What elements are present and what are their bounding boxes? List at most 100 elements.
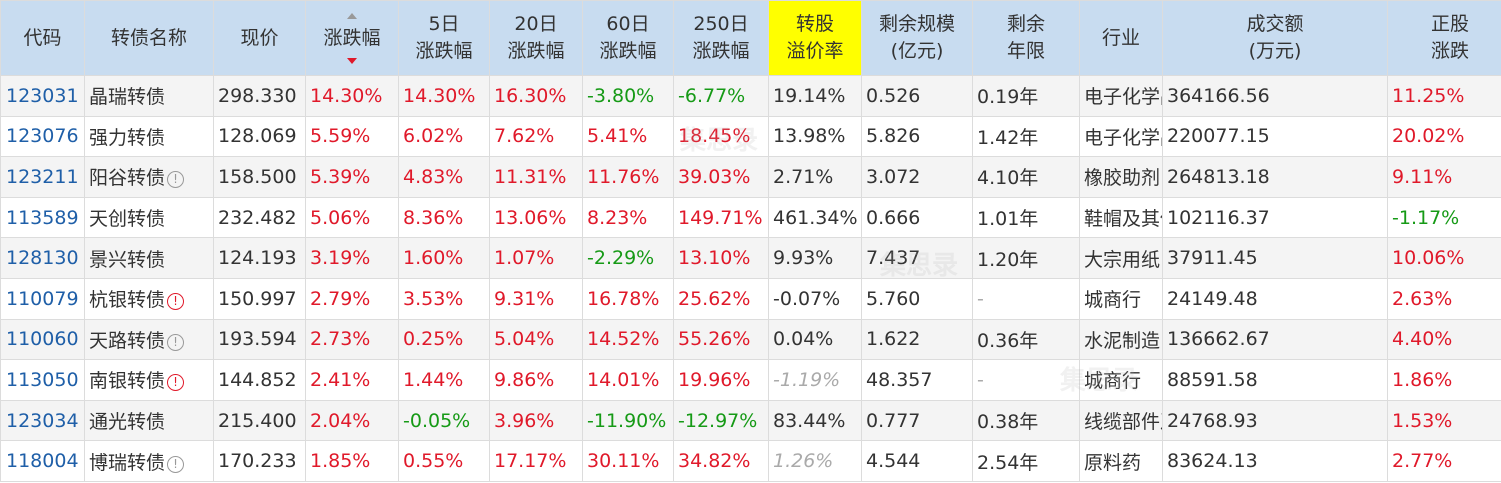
cell-price: 144.852: [213, 359, 306, 401]
table-row[interactable]: 123031 晶瑞转债 298.330 14.30% 14.30% 16.30% -3.80…: [0, 75, 1501, 117]
cell-stock: 1.86%: [1387, 359, 1501, 401]
header-row: 代码 转债名称 现价 涨跌幅 5日 涨跌幅 20日 涨跌幅 60日 涨跌幅 250日涨…: [0, 0, 1501, 76]
info-icon[interactable]: !: [167, 333, 185, 351]
cell-stock: 2.63%: [1387, 277, 1501, 320]
cell-name: 景兴转债: [84, 237, 214, 279]
col-5d[interactable]: 5日 涨跌幅: [398, 0, 490, 76]
cell-d20: 3.96%: [489, 399, 583, 442]
cell-stock: 1.53%: [1387, 399, 1501, 442]
cell-d5: 0.25%: [398, 318, 490, 361]
bond-code-link[interactable]: 113050: [6, 368, 79, 391]
col-60d[interactable]: 60日 涨跌幅: [582, 0, 674, 76]
cell-price: 128.069: [213, 115, 306, 158]
cell-change: 2.73%: [305, 318, 399, 361]
cell-price: 150.997: [213, 277, 306, 320]
bond-name: 天创转债: [89, 208, 166, 231]
bond-code-link[interactable]: 123031: [6, 84, 79, 107]
bond-name: 强力转债: [89, 126, 166, 149]
cell-d20: 9.31%: [489, 277, 583, 320]
col-scale[interactable]: 剩余规模 (亿元): [861, 0, 973, 76]
table-row[interactable]: 128130 景兴转债 124.193 3.19% 1.60% 1.07% -2.29% 13…: [0, 237, 1501, 279]
cell-premium: 2.71%: [768, 156, 862, 198]
table-row[interactable]: 113589 天创转债 232.482 5.06% 8.36% 13.06% 8.23% 14…: [0, 196, 1501, 239]
cell-scale: 1.622: [861, 318, 973, 361]
cell-price: 298.330: [213, 75, 306, 117]
cell-stock: -1.17%: [1387, 196, 1501, 239]
cell-d60: -2.29%: [582, 237, 674, 279]
table-row[interactable]: 113050 南银转债! 144.852 2.41% 1.44% 9.86% 14.01% 1…: [0, 359, 1501, 401]
cell-stock: 4.40%: [1387, 318, 1501, 361]
cell-d60: -3.80%: [582, 75, 674, 117]
bond-code-link[interactable]: 128130: [6, 247, 79, 270]
cell-code: 123076: [0, 115, 85, 158]
bond-code-link[interactable]: 113589: [6, 206, 79, 229]
cell-code: 128130: [0, 237, 85, 279]
cell-price: 232.482: [213, 196, 306, 239]
cell-d60: 16.78%: [582, 277, 674, 320]
cell-d60: 8.23%: [582, 196, 674, 239]
cell-volume: 37911.45: [1162, 237, 1388, 279]
cell-d5: 1.44%: [398, 359, 490, 401]
cell-scale: 4.544: [861, 440, 973, 482]
col-change[interactable]: 涨跌幅: [305, 0, 399, 76]
cell-d5: 4.83%: [398, 156, 490, 198]
cell-code: 110079: [0, 277, 85, 320]
info-icon[interactable]: !: [167, 171, 185, 189]
cell-name: 杭银转债!: [84, 277, 214, 320]
cell-stock: 9.11%: [1387, 156, 1501, 198]
cell-scale: 0.526: [861, 75, 973, 117]
cell-name: 强力转债: [84, 115, 214, 158]
cell-premium: -0.07%: [768, 277, 862, 320]
bond-code-link[interactable]: 118004: [6, 450, 79, 473]
cell-premium: 19.14%: [768, 75, 862, 117]
bond-name: 杭银转债: [89, 289, 166, 312]
table-row[interactable]: 110060 天路转债! 193.594 2.73% 0.25% 5.04% 14.52% 5…: [0, 318, 1501, 361]
cell-industry: 城商行: [1079, 359, 1163, 401]
cell-d20: 9.86%: [489, 359, 583, 401]
col-premium[interactable]: 转股 溢价率: [768, 0, 862, 76]
cell-name: 天路转债!: [84, 318, 214, 361]
col-code[interactable]: 代码: [0, 0, 85, 76]
bond-code-link[interactable]: 123076: [6, 125, 79, 148]
cell-stock: 2.77%: [1387, 440, 1501, 482]
cell-d250: 18.45%: [673, 115, 769, 158]
bond-code-link[interactable]: 110060: [6, 328, 79, 351]
table-row[interactable]: 123076 强力转债 128.069 5.59% 6.02% 7.62% 5.41% 18.…: [0, 115, 1501, 158]
cell-industry: 鞋帽及其他: [1079, 196, 1163, 239]
col-250d[interactable]: 250日 涨跌幅: [673, 0, 769, 76]
cell-premium: 83.44%: [768, 399, 862, 442]
cell-d250: 19.96%: [673, 359, 769, 401]
col-years[interactable]: 剩余 年限: [972, 0, 1080, 76]
cell-volume: 364166.56: [1162, 75, 1388, 117]
warning-icon[interactable]: !: [167, 374, 185, 392]
bond-code-link[interactable]: 110079: [6, 287, 79, 310]
cell-d60: 11.76%: [582, 156, 674, 198]
col-industry[interactable]: 行业: [1079, 0, 1163, 76]
table-row[interactable]: 123034 通光转债 215.400 2.04% -0.05% 3.96% -11.90%…: [0, 399, 1501, 442]
cell-years: 0.38年: [972, 399, 1080, 442]
cell-premium: 1.26%: [768, 440, 862, 482]
table-row[interactable]: 118004 博瑞转债! 170.233 1.85% 0.55% 17.17% 30.11%…: [0, 440, 1501, 482]
bond-name: 阳谷转债: [89, 167, 166, 190]
cell-price: 124.193: [213, 237, 306, 279]
cell-d250: 55.26%: [673, 318, 769, 361]
cell-industry: 大宗用纸: [1079, 237, 1163, 279]
cell-d250: -6.77%: [673, 75, 769, 117]
cell-scale: 48.357: [861, 359, 973, 401]
table-row[interactable]: 110079 杭银转债! 150.997 2.79% 3.53% 9.31% 16.78% 2…: [0, 277, 1501, 320]
bond-code-link[interactable]: 123034: [6, 409, 79, 432]
cell-d5: 1.60%: [398, 237, 490, 279]
bond-code-link[interactable]: 123211: [6, 165, 79, 188]
col-volume[interactable]: 成交额 (万元): [1162, 0, 1388, 76]
cell-d60: 30.11%: [582, 440, 674, 482]
col-20d[interactable]: 20日 涨跌幅: [489, 0, 583, 76]
info-icon[interactable]: !: [167, 455, 185, 473]
col-price[interactable]: 现价: [213, 0, 306, 76]
warning-icon[interactable]: !: [167, 293, 185, 311]
cell-volume: 136662.67: [1162, 318, 1388, 361]
col-stock-change[interactable]: 正股 涨跌: [1387, 0, 1501, 76]
table-row[interactable]: 123211 阳谷转债! 158.500 5.39% 4.83% 11.31% 11.76%…: [0, 156, 1501, 198]
bond-name: 通光转债: [89, 411, 166, 434]
col-name[interactable]: 转债名称: [84, 0, 214, 76]
cell-volume: 88591.58: [1162, 359, 1388, 401]
